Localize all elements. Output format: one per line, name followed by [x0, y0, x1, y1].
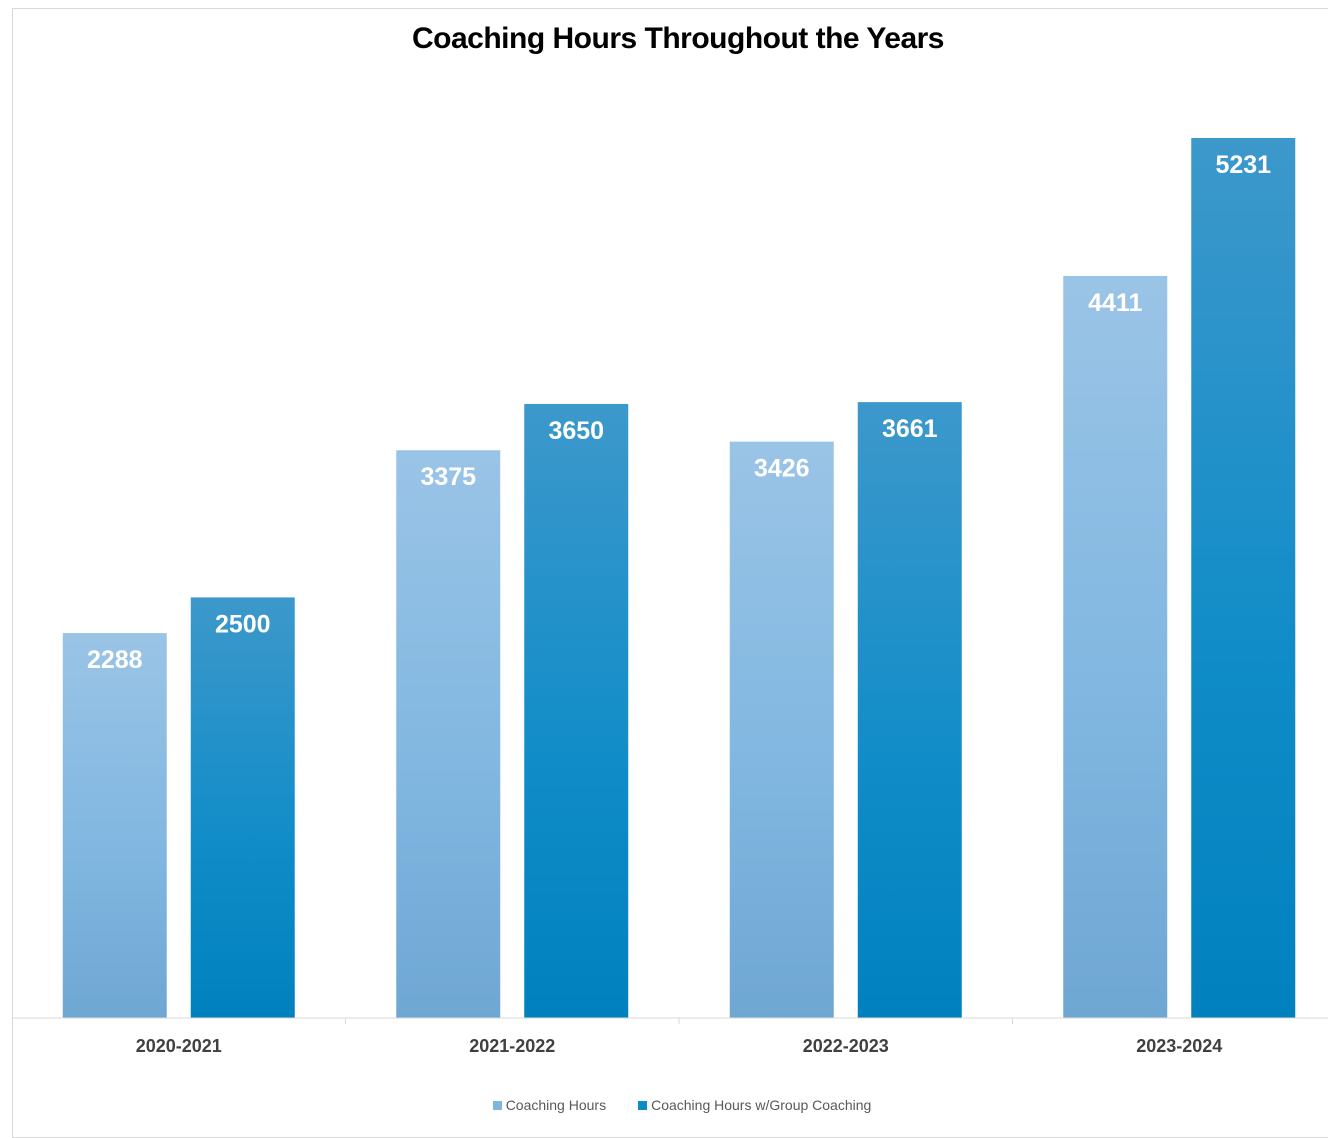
bar-coaching-hours-group-2021-2022[interactable]	[524, 403, 629, 1018]
bar-coaching-hours-group-2023-2024[interactable]	[1191, 138, 1296, 1018]
data-label-coaching-hours-2021-2022: 3375	[420, 463, 476, 491]
x-tick-label-2023-2024: 2023-2024	[1136, 1036, 1222, 1056]
x-axis-category-labels: 2020-2021 2021-2022 2022-2023 2023-2024	[136, 1036, 1223, 1056]
bars-group	[62, 138, 1296, 1018]
data-label-coaching-hours-2022-2023: 3426	[754, 455, 810, 483]
bar-coaching-hours-2020-2021[interactable]	[62, 633, 167, 1018]
legend-swatch-coaching-hours	[492, 1100, 502, 1110]
data-label-coaching-hours-group-2020-2021: 2500	[215, 610, 271, 638]
legend-label-coaching-hours: Coaching Hours	[505, 1097, 607, 1113]
legend-swatch-coaching-hours-group	[638, 1100, 648, 1110]
bar-coaching-hours-2022-2023[interactable]	[729, 441, 834, 1018]
x-axis-ticks	[345, 1018, 1013, 1024]
data-label-coaching-hours-2020-2021: 2288	[87, 646, 143, 674]
data-labels: 2288 2500 3375 3650 3426 3661 4411 5231	[87, 151, 1271, 674]
legend: Coaching Hours Coaching Hours w/Group Co…	[0, 1097, 1328, 1113]
bar-coaching-hours-2023-2024[interactable]	[1063, 275, 1168, 1018]
x-tick-label-2022-2023: 2022-2023	[803, 1036, 889, 1056]
chart-title: Coaching Hours Throughout the Years	[412, 22, 945, 55]
data-label-coaching-hours-group-2023-2024: 5231	[1215, 151, 1271, 179]
data-label-coaching-hours-group-2022-2023: 3661	[882, 415, 938, 443]
legend-item-coaching-hours-group[interactable]: Coaching Hours w/Group Coaching	[638, 1097, 871, 1113]
legend-label-coaching-hours-group: Coaching Hours w/Group Coaching	[651, 1097, 872, 1113]
bar-coaching-hours-group-2020-2021[interactable]	[190, 597, 295, 1018]
legend-item-coaching-hours[interactable]: Coaching Hours	[492, 1097, 607, 1113]
data-label-coaching-hours-group-2021-2022: 3650	[548, 417, 604, 445]
bar-coaching-hours-group-2022-2023[interactable]	[857, 402, 962, 1018]
bar-coaching-hours-2021-2022[interactable]	[396, 450, 501, 1018]
x-tick-label-2021-2022: 2021-2022	[469, 1036, 555, 1056]
x-tick-label-2020-2021: 2020-2021	[136, 1036, 222, 1056]
data-label-coaching-hours-2023-2024: 4411	[1088, 289, 1142, 317]
